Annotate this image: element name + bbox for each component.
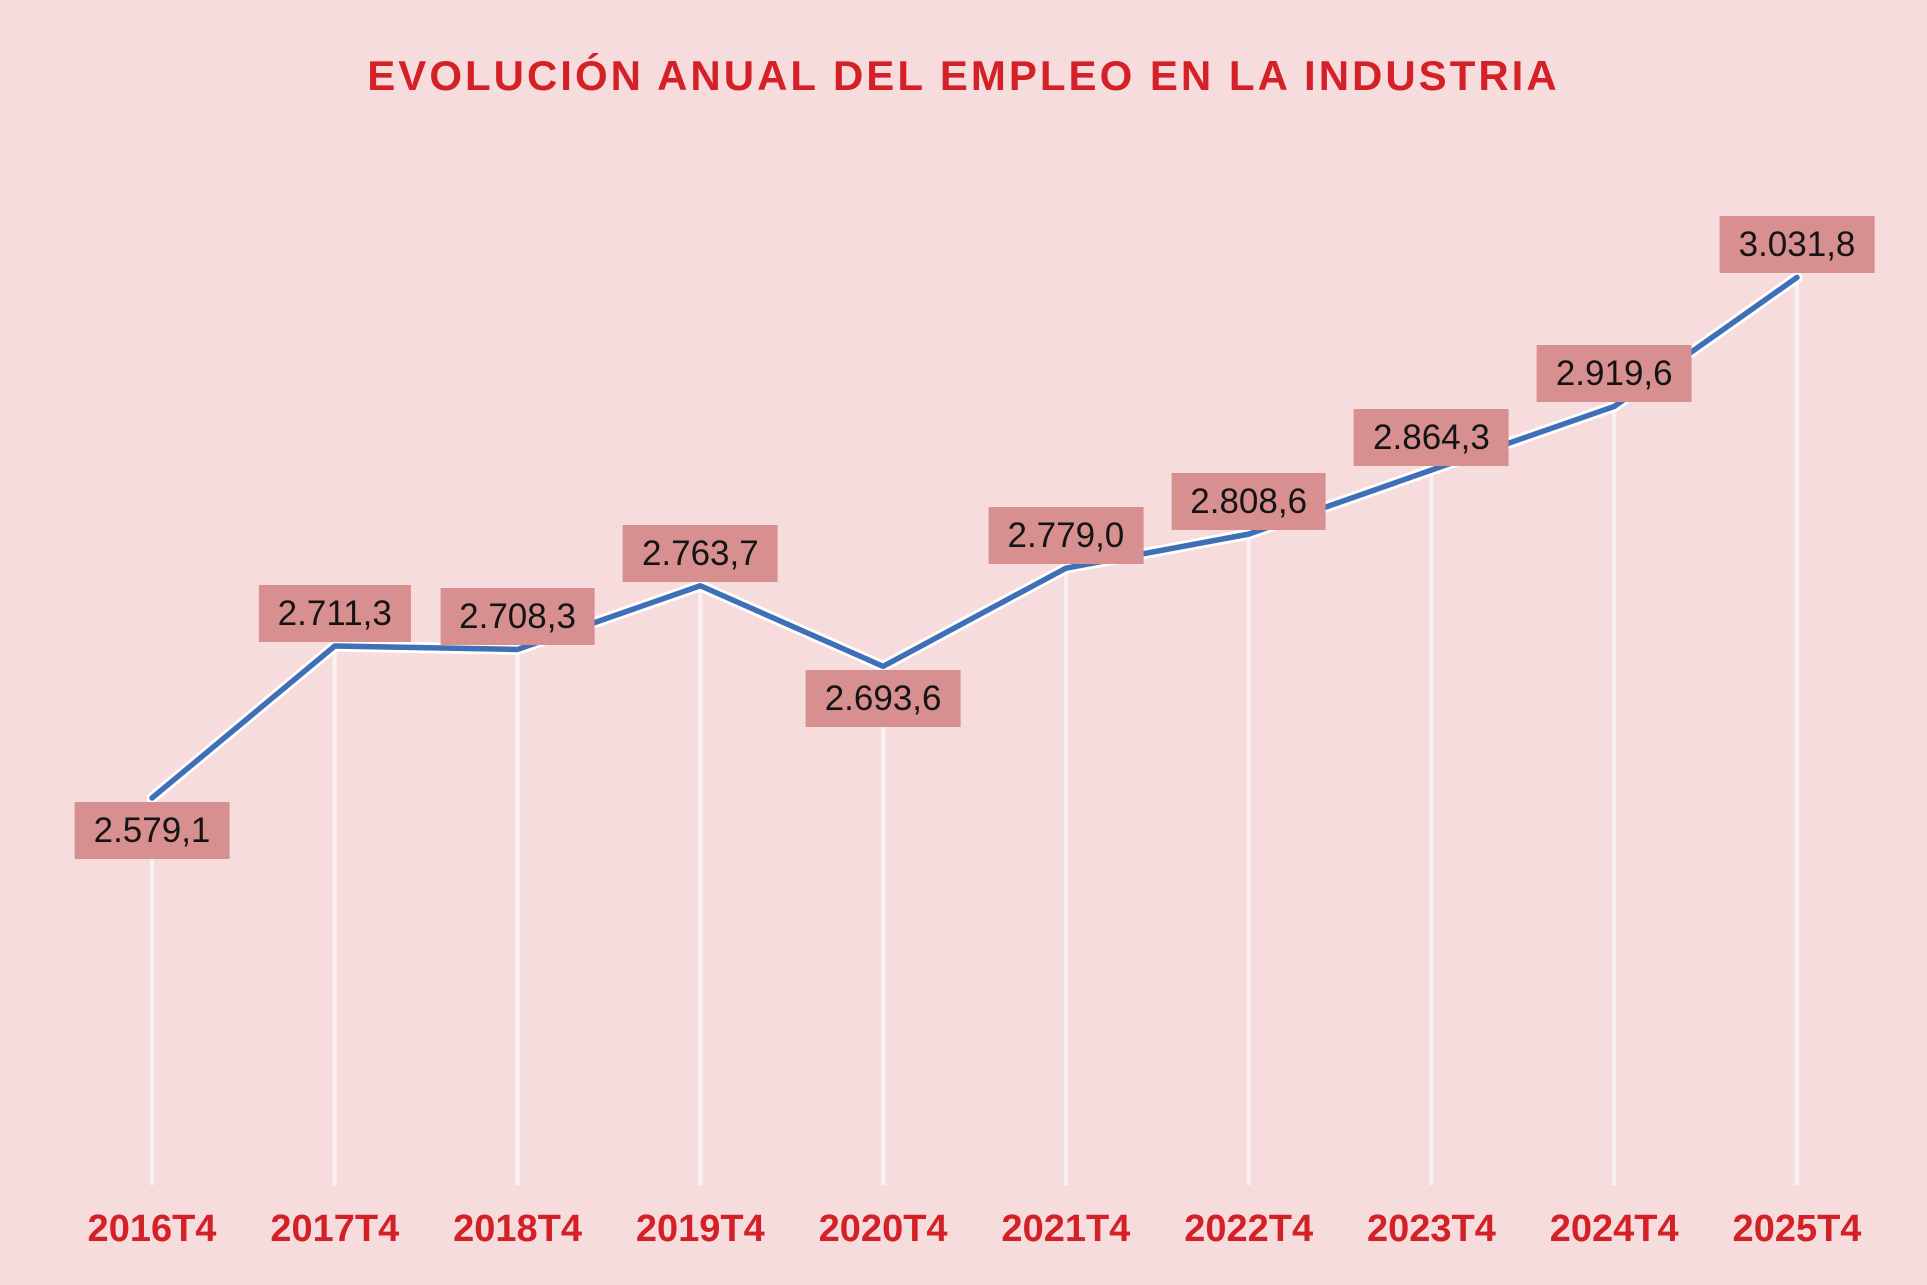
x-axis-label: 2018T4 xyxy=(453,1208,582,1250)
x-axis-label: 2021T4 xyxy=(1001,1208,1131,1250)
x-axis-label: 2024T4 xyxy=(1549,1208,1679,1250)
data-label: 2.708,3 xyxy=(440,588,595,646)
x-axis-label: 2022T4 xyxy=(1184,1208,1314,1250)
x-axis-label: 2017T4 xyxy=(270,1208,400,1250)
data-label: 2.711,3 xyxy=(258,585,411,642)
data-label: 2.864,3 xyxy=(1354,409,1509,467)
data-label: 2.693,6 xyxy=(805,670,961,728)
data-label: 3.031,8 xyxy=(1719,216,1875,274)
x-axis-label: 2020T4 xyxy=(818,1208,948,1250)
data-label: 2.808,6 xyxy=(1171,473,1327,531)
series-line xyxy=(149,274,1800,801)
x-axis-label: 2019T4 xyxy=(635,1208,765,1250)
x-axis-label: 2023T4 xyxy=(1366,1208,1496,1250)
x-axis-label: 2025T4 xyxy=(1732,1208,1862,1250)
data-label: 2.763,7 xyxy=(622,524,778,582)
data-label: 2.579,1 xyxy=(74,802,230,860)
chart-title: EVOLUCIÓN ANUAL DEL EMPLEO EN LA INDUSTR… xyxy=(367,52,1560,99)
data-label: 2.919,6 xyxy=(1536,345,1692,403)
x-axis-label: 2016T4 xyxy=(87,1208,217,1250)
data-label: 2.779,0 xyxy=(988,507,1144,565)
